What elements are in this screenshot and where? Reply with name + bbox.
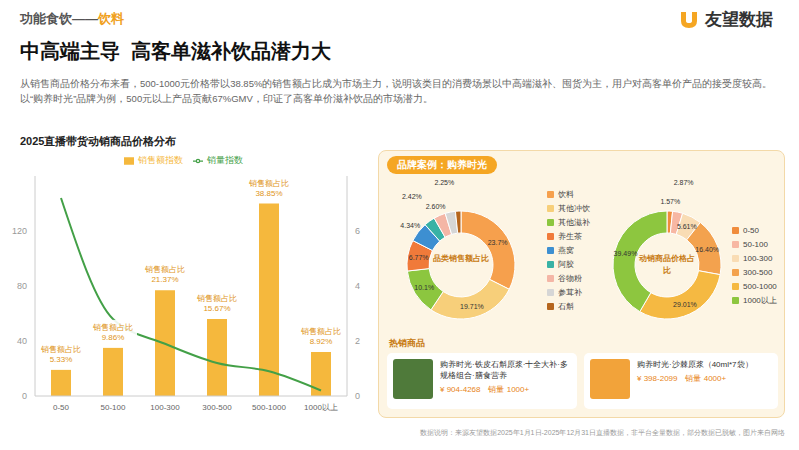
svg-text:0: 0 — [355, 391, 360, 401]
svg-text:1.57%: 1.57% — [660, 198, 680, 205]
html-text:数据说明：来源友望数据2025年1月1日-2025年12月3: 数据说明：来源友望数据2025年1月1日-2025年12月31日直播数据，非平台… — [420, 429, 785, 436]
html-text:养生茶: 养生茶 — [558, 231, 582, 241]
svg-text:10.1%: 10.1% — [414, 284, 434, 291]
svg-text:50-100: 50-100 — [101, 403, 126, 412]
html-text:销量 4000+: 销量 4000+ — [685, 374, 727, 383]
svg-text:销售额占比: 销售额占比 — [196, 294, 237, 303]
svg-text:29.01%: 29.01% — [673, 301, 697, 308]
html-text:50-100: 50-100 — [743, 239, 768, 249]
html-text:其他冲饮: 其他冲饮 — [558, 203, 590, 213]
svg-text:2.42%: 2.42% — [402, 193, 422, 200]
svg-text:销售额占比: 销售额占比 — [144, 265, 185, 274]
html-text:销量 1000+: 销量 1000+ — [488, 385, 530, 394]
svg-text:15.67%: 15.67% — [203, 304, 230, 313]
html-text:¥ 398-2099: ¥ 398-2099 — [637, 374, 678, 383]
html-text:2025直播带货动销商品价格分布: 2025直播带货动销商品价格分布 — [20, 135, 177, 147]
html-text:谷物粉: 谷物粉 — [558, 273, 582, 283]
svg-text:300-500: 300-500 — [202, 403, 232, 412]
svg-text:6: 6 — [355, 226, 360, 236]
svg-text:1000以上: 1000以上 — [304, 403, 338, 412]
html-text:饮料: 饮料 — [558, 189, 574, 199]
html-text:参茸补: 参茸补 — [558, 287, 582, 297]
svg-text:19.71%: 19.71% — [460, 303, 484, 310]
html-text:燕窝: 燕窝 — [558, 245, 574, 255]
svg-text:0-50: 0-50 — [53, 403, 70, 412]
html-text:热销商品: 热销商品 — [389, 338, 425, 348]
svg-text:5.61%: 5.61% — [677, 223, 697, 230]
html-text:0-50: 0-50 — [743, 225, 759, 235]
html-text:品类销售额占比: 品类销售额占比 — [433, 254, 489, 263]
html-text:1000以上: 1000以上 — [743, 295, 777, 305]
svg-text:21.37%: 21.37% — [151, 275, 178, 284]
svg-text:38.85%: 38.85% — [255, 189, 282, 198]
svg-text:9.86%: 9.86% — [102, 333, 125, 342]
svg-text:2.60%: 2.60% — [426, 203, 446, 210]
svg-text:6.77%: 6.77% — [409, 254, 429, 261]
html-text:石斛: 石斛 — [558, 301, 574, 311]
svg-text:销售额占比: 销售额占比 — [300, 327, 341, 336]
html-text:销量指数: 销量指数 — [206, 155, 243, 165]
svg-text:23.7%: 23.7% — [488, 239, 508, 246]
svg-text:39.49%: 39.49% — [614, 250, 638, 257]
svg-text:销售额占比: 销售额占比 — [248, 179, 289, 188]
svg-text:销售额占比: 销售额占比 — [40, 345, 81, 354]
svg-text:2.87%: 2.87% — [674, 179, 694, 186]
html-text:中高端主导 高客单滋补饮品潜力大: 中高端主导 高客单滋补饮品潜力大 — [20, 40, 332, 62]
svg-text:16.40%: 16.40% — [695, 246, 719, 253]
html-text:动销商品价格占比: 动销商品价格占比 — [639, 254, 695, 275]
html-text:其他滋补: 其他滋补 — [558, 217, 590, 227]
svg-text:500-1000: 500-1000 — [252, 403, 286, 412]
html-text:友望数据: 友望数据 — [705, 10, 773, 29]
svg-text:8.92%: 8.92% — [310, 337, 333, 346]
html-text:100-300: 100-300 — [743, 253, 773, 263]
svg-text:100-300: 100-300 — [150, 403, 180, 412]
html-text:品牌案例：购养时光: 品牌案例：购养时光 — [397, 159, 487, 170]
svg-text:2: 2 — [355, 336, 360, 346]
svg-text:4: 4 — [355, 281, 360, 291]
html-text:300-500: 300-500 — [743, 267, 773, 277]
svg-text:80: 80 — [17, 281, 27, 291]
svg-text:0: 0 — [22, 391, 27, 401]
html-text:阿胶: 阿胶 — [558, 259, 574, 269]
svg-text:4.34%: 4.34% — [400, 222, 420, 229]
html-text:销售额指数: 销售额指数 — [137, 155, 183, 165]
html-text:500-1000: 500-1000 — [743, 281, 777, 291]
svg-text:120: 120 — [12, 226, 27, 236]
svg-text:2.25%: 2.25% — [434, 179, 454, 186]
svg-text:40: 40 — [17, 336, 27, 346]
html-text:从销售商品价格分布来看，500-1000元价格带以38.85: 从销售商品价格分布来看，500-1000元价格带以38.85%的销售额占比成为市… — [20, 78, 773, 104]
svg-text:5.33%: 5.33% — [50, 355, 73, 364]
svg-text:销售额占比: 销售额占比 — [92, 323, 133, 332]
html-text:¥ 904-4268: ¥ 904-4268 — [440, 385, 481, 394]
html-text:购养时光·沙棘原浆（40ml*7袋）: 购养时光·沙棘原浆（40ml*7袋） — [637, 360, 753, 369]
html-text:购养时光·铁皮石斛原浆·十全大补·多规格组合·膳食营养: 购养时光·铁皮石斛原浆·十全大补·多规格组合·膳食营养 — [440, 360, 568, 380]
html-text:功能食饮——饮料: 功能食饮——饮料 — [20, 11, 124, 26]
